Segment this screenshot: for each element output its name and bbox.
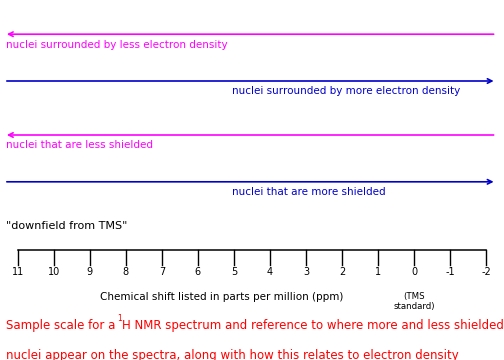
Text: (TMS
standard): (TMS standard) xyxy=(394,292,435,311)
Text: nuclei surrounded by less electron density: nuclei surrounded by less electron densi… xyxy=(6,40,228,50)
Text: nuclei that are more shielded: nuclei that are more shielded xyxy=(232,187,386,197)
Text: 5: 5 xyxy=(231,267,237,278)
Text: 8: 8 xyxy=(123,267,129,278)
Text: 2: 2 xyxy=(339,267,345,278)
Text: 7: 7 xyxy=(159,267,165,278)
Text: 9: 9 xyxy=(87,267,93,278)
Text: H NMR spectrum and reference to where more and less shielded: H NMR spectrum and reference to where mo… xyxy=(122,319,504,332)
Text: 4: 4 xyxy=(267,267,273,278)
Text: Chemical shift listed in parts per million (ppm): Chemical shift listed in parts per milli… xyxy=(100,292,343,302)
Text: nuclei appear on the spectra, along with how this relates to electron density: nuclei appear on the spectra, along with… xyxy=(6,349,459,360)
Text: Sample scale for a: Sample scale for a xyxy=(6,319,119,332)
Text: 11: 11 xyxy=(12,267,24,278)
Text: 10: 10 xyxy=(47,267,60,278)
Text: nuclei that are less shielded: nuclei that are less shielded xyxy=(6,140,153,150)
Text: "downfield from TMS": "downfield from TMS" xyxy=(6,221,128,231)
Text: 0: 0 xyxy=(411,267,417,278)
Text: -1: -1 xyxy=(446,267,455,278)
Text: 1: 1 xyxy=(375,267,381,278)
Text: -2: -2 xyxy=(481,267,491,278)
Text: nuclei surrounded by more electron density: nuclei surrounded by more electron densi… xyxy=(232,86,460,96)
Text: 6: 6 xyxy=(195,267,201,278)
Text: 3: 3 xyxy=(303,267,309,278)
Text: 1: 1 xyxy=(117,314,122,323)
